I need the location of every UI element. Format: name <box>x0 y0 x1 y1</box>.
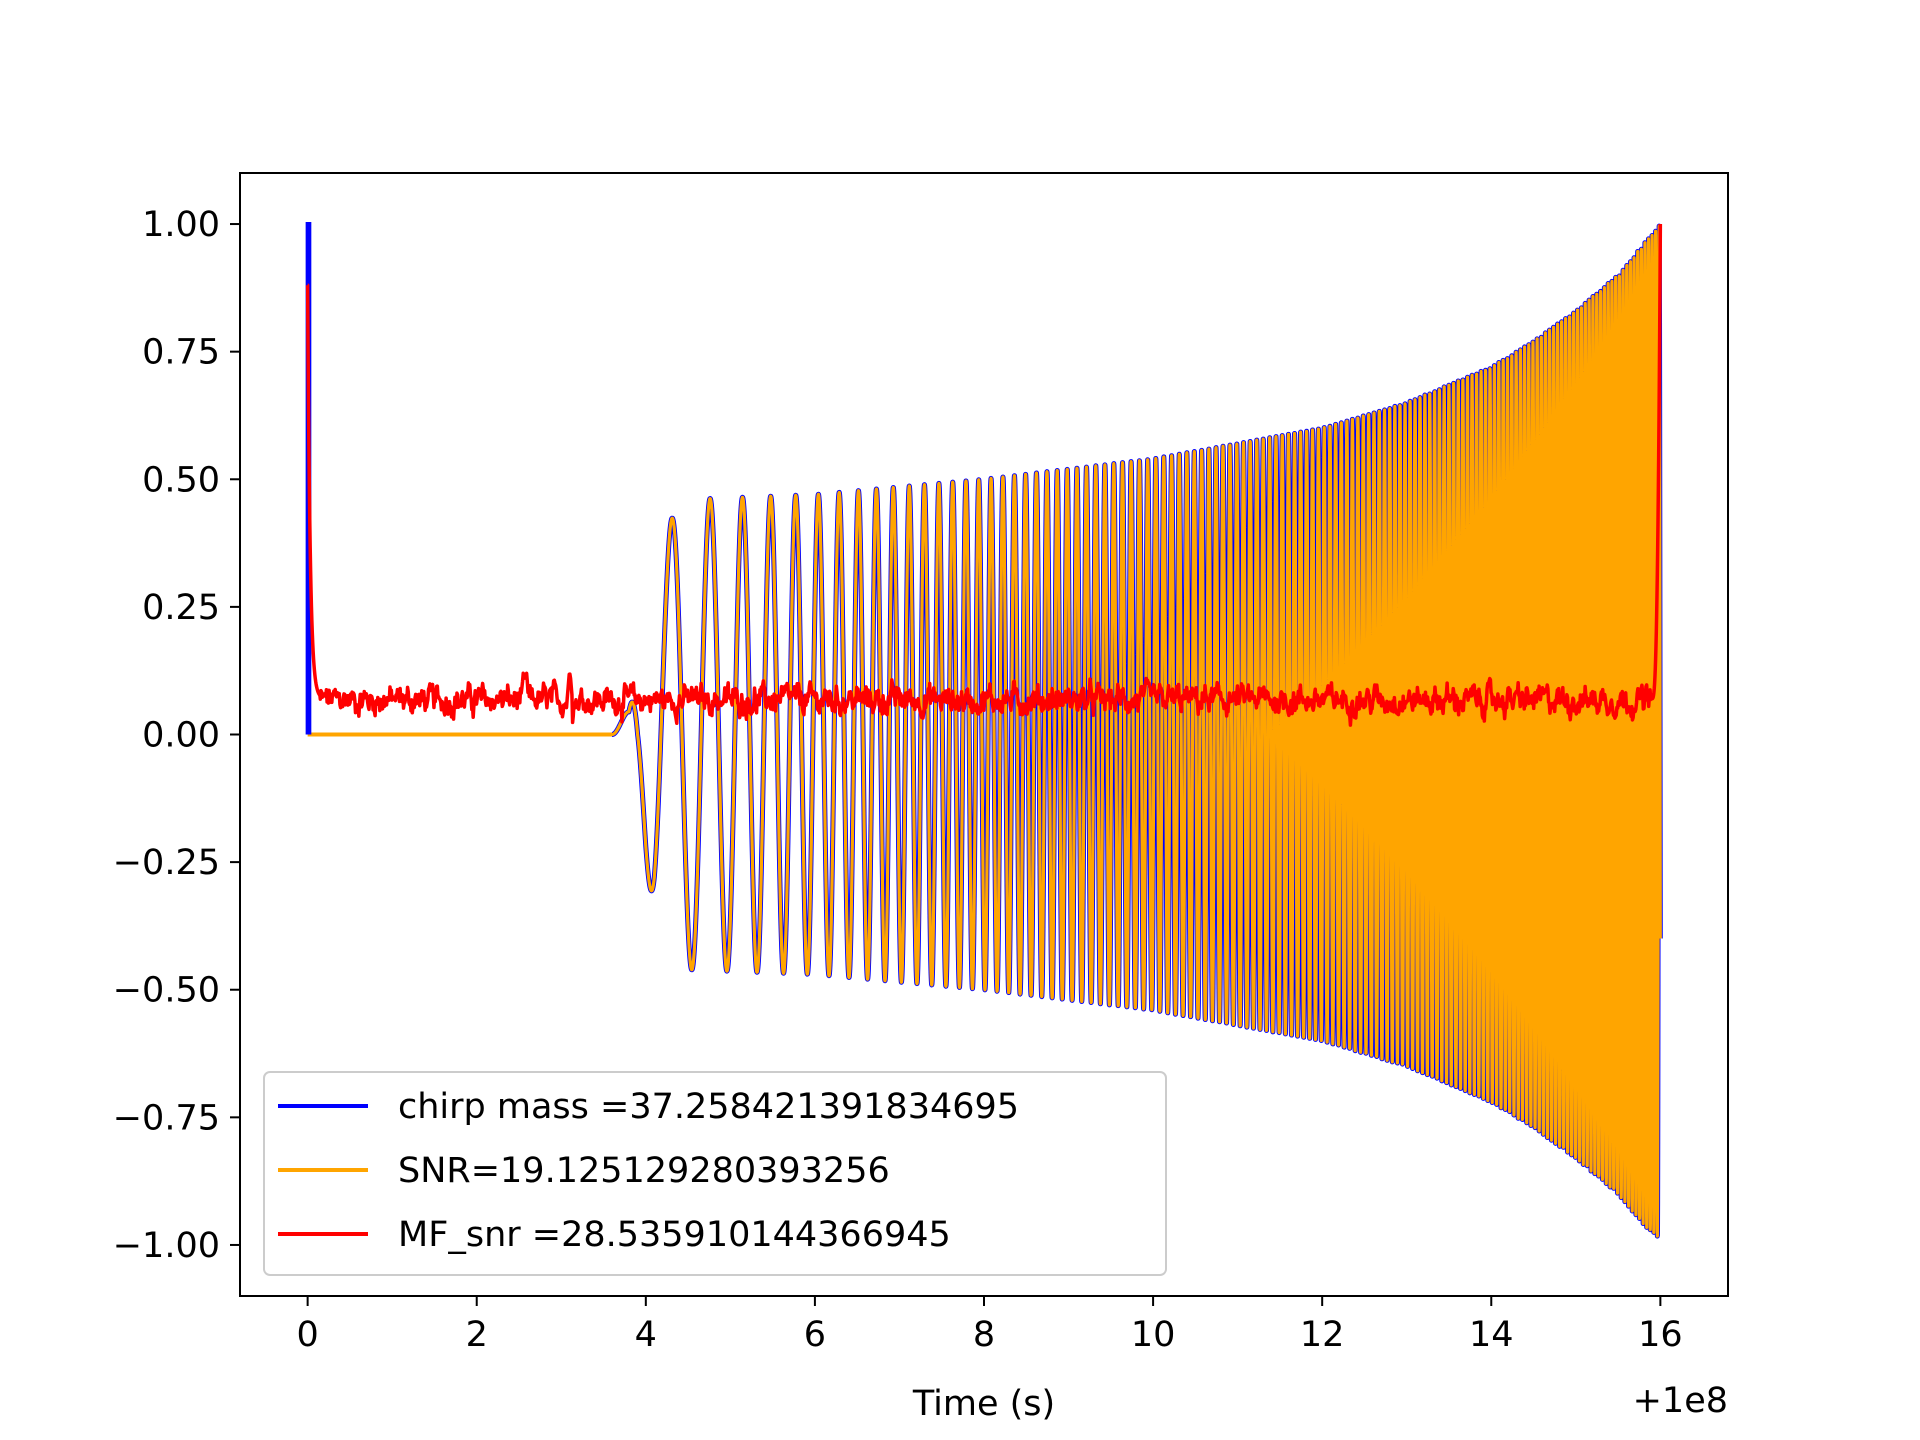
y-tick-label: 0.50 <box>142 460 220 500</box>
y-axis: 1.00 0.75 0.50 0.25 0.00 −0.25 −0.50 −0.75 −1.00 <box>113 205 240 1266</box>
x-tick-label: 8 <box>973 1315 995 1355</box>
y-tick-label: −1.00 <box>113 1226 220 1266</box>
legend: chirp mass =37.258421391834695 SNR=19.12… <box>263 1071 1167 1276</box>
y-tick-label: 1.00 <box>142 205 220 245</box>
legend-label-chirp-mass: chirp mass =37.258421391834695 <box>398 1087 1019 1127</box>
x-axis: 0 2 4 6 8 10 12 14 16 <box>296 1296 1683 1355</box>
y-tick-label: 0.25 <box>142 588 220 628</box>
y-tick-label: −0.75 <box>113 1098 220 1138</box>
legend-label-snr: SNR=19.125129280393256 <box>398 1151 890 1191</box>
x-tick-label: 12 <box>1300 1315 1345 1355</box>
y-tick-label: 0.75 <box>142 333 220 373</box>
x-axis-offset-label: +1e8 <box>1633 1381 1728 1421</box>
x-tick-label: 16 <box>1638 1315 1683 1355</box>
y-tick-label: 0.00 <box>142 716 220 756</box>
x-axis-label: Time (s) <box>912 1384 1055 1424</box>
series-snr <box>610 224 1662 1238</box>
y-tick-label: −0.25 <box>113 843 220 883</box>
x-tick-label: 0 <box>296 1315 318 1355</box>
series-layer <box>305 222 1663 1239</box>
x-tick-label: 2 <box>466 1315 488 1355</box>
y-tick-label: −0.50 <box>113 971 220 1011</box>
legend-box <box>263 1071 1167 1276</box>
series-mf-snr <box>305 224 1663 727</box>
x-tick-label: 10 <box>1131 1315 1176 1355</box>
x-tick-label: 4 <box>635 1315 657 1355</box>
legend-label-mf-snr: MF_snr =28.535910144366945 <box>398 1215 951 1255</box>
x-tick-label: 14 <box>1469 1315 1514 1355</box>
x-tick-label: 6 <box>804 1315 826 1355</box>
